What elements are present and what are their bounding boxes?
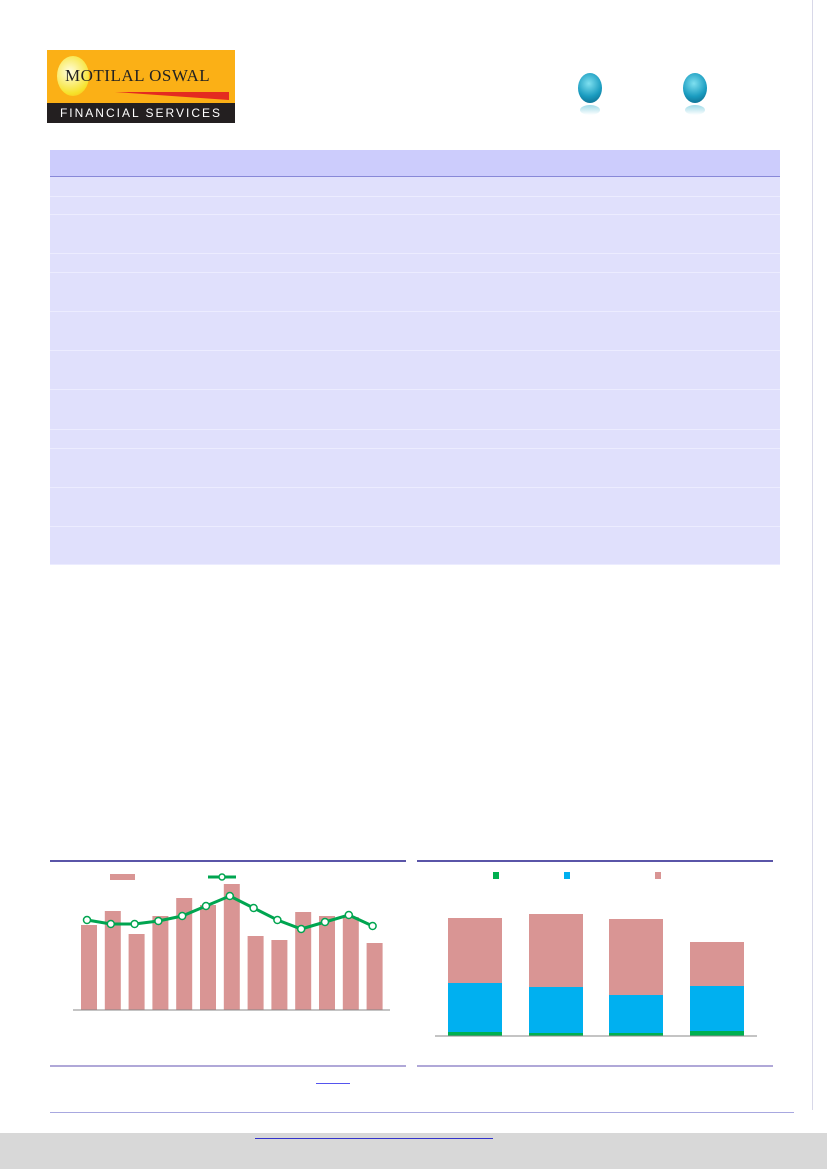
line-point — [249, 903, 258, 913]
summary-table — [50, 150, 780, 565]
bar — [200, 905, 216, 1010]
line-point — [154, 916, 163, 926]
stacked-bar-chart — [435, 872, 757, 1037]
line-point — [344, 910, 354, 920]
stacked-bar-segment — [609, 919, 663, 995]
table-row — [50, 215, 780, 254]
company-logo: MOTILAL OSWAL FINANCIAL SERVICES — [47, 50, 235, 123]
stacked-bar-segment — [690, 986, 744, 1031]
legend-bar-swatch — [110, 874, 135, 880]
bar-line-chart — [73, 873, 390, 1011]
table-row — [50, 527, 780, 565]
footer-bar — [0, 1133, 827, 1169]
chart-globe-icon — [683, 73, 707, 115]
divider — [417, 860, 773, 862]
line-point — [320, 917, 330, 927]
line-point — [106, 919, 116, 929]
table-row — [50, 197, 780, 215]
bar — [104, 911, 121, 1010]
bar — [81, 925, 97, 1010]
stacked-bar-segment — [448, 983, 502, 1032]
stacked-bar-segment — [448, 1032, 502, 1036]
stacked-bar-segment — [690, 942, 744, 986]
line-point — [273, 915, 282, 925]
table-row — [50, 351, 780, 390]
table-row — [50, 254, 780, 273]
bar — [342, 917, 359, 1010]
table-row — [50, 488, 780, 527]
bar — [319, 916, 335, 1010]
divider — [50, 1065, 406, 1067]
divider — [417, 1065, 773, 1067]
line-point — [368, 921, 377, 931]
chart-globe-icon — [578, 73, 602, 115]
table-row — [50, 273, 780, 312]
table-row — [50, 449, 780, 488]
divider — [50, 1112, 794, 1113]
bar — [366, 943, 383, 1010]
stacked-bar-segment — [529, 1033, 583, 1036]
bar — [128, 934, 145, 1010]
stacked-bar-segment — [609, 1033, 663, 1036]
bar — [152, 916, 169, 1010]
table-row — [50, 312, 780, 351]
stacked-bar-segment — [609, 995, 663, 1033]
stacked-bar-segment — [529, 987, 583, 1033]
line-point — [130, 919, 139, 929]
line-point — [82, 915, 92, 925]
legend-swatch — [655, 872, 661, 879]
table-row — [50, 430, 780, 449]
stacked-bar-segment — [690, 1031, 744, 1036]
source-link[interactable] — [316, 1083, 350, 1084]
bar — [223, 884, 240, 1010]
bar — [295, 912, 312, 1010]
line-point — [296, 924, 306, 934]
line-point — [177, 911, 187, 921]
legend-swatch — [493, 872, 499, 879]
line-point — [201, 901, 211, 911]
legend-line-marker — [218, 873, 226, 881]
bar — [247, 936, 264, 1010]
stacked-bar-segment — [529, 914, 583, 987]
table-header — [50, 150, 780, 177]
legend-swatch — [564, 872, 570, 879]
stacked-bar-segment — [448, 918, 502, 983]
divider — [50, 860, 406, 862]
table-row — [50, 177, 780, 197]
bar — [271, 940, 288, 1010]
table-row — [50, 390, 780, 430]
footer-link[interactable] — [255, 1138, 493, 1139]
line-point — [225, 891, 235, 901]
bar — [176, 898, 193, 1010]
page-margin-line — [812, 0, 813, 1110]
